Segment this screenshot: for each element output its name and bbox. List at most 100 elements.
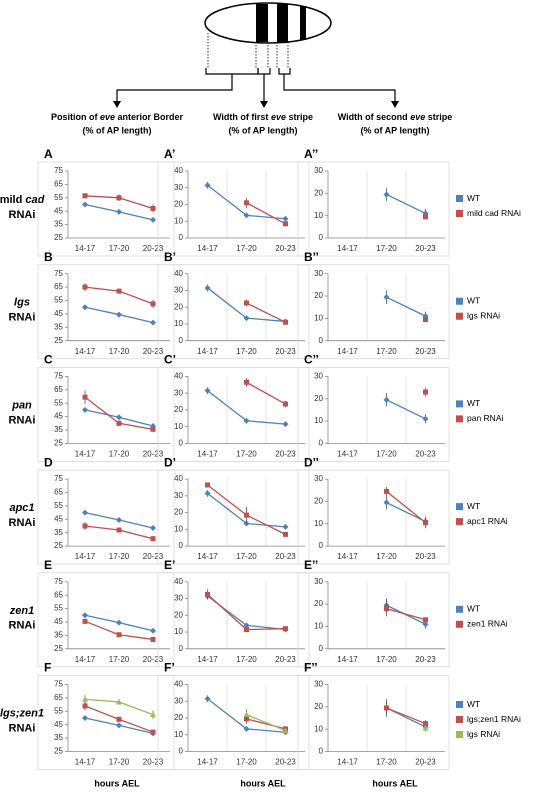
legend-label: WT: [467, 699, 480, 709]
y-tick-label: 10: [314, 211, 323, 220]
y-tick-label: 10: [314, 724, 323, 733]
series-line: [246, 302, 286, 323]
marker: [82, 715, 88, 721]
legend-swatch: [456, 620, 463, 628]
marker: [384, 606, 389, 612]
x-tick-label: 20-23: [275, 552, 296, 561]
y-tick-label: 45: [54, 309, 63, 318]
chart-frame: [157, 366, 310, 462]
y-tick-label: 0: [319, 541, 324, 550]
marker: [116, 527, 122, 533]
marker: [82, 406, 88, 413]
x-tick-label: 14-17: [197, 347, 218, 356]
y-tick-label: 20: [314, 394, 323, 403]
marker: [82, 509, 88, 516]
marker: [82, 201, 88, 208]
marker: [116, 722, 122, 729]
marker: [243, 622, 250, 629]
x-tick-label: 14-17: [75, 552, 96, 561]
x-axis-label: hours AEL: [240, 778, 286, 788]
chart-frame: [157, 469, 310, 565]
chart-frame: [297, 161, 450, 257]
y-tick-label: 55: [54, 398, 63, 407]
chart-frame: [37, 675, 175, 770]
marker: [82, 523, 88, 529]
marker: [423, 389, 428, 395]
marker: [423, 316, 428, 322]
marker: [383, 294, 390, 301]
x-tick-label: 17-20: [236, 655, 257, 664]
y-tick-label: 0: [319, 336, 324, 345]
row-label-rnai: RNAi: [9, 312, 36, 324]
series-line: [386, 193, 426, 215]
row-label-rnai: RNAi: [9, 209, 36, 221]
marker: [244, 200, 249, 206]
y-tick-label: 65: [54, 693, 63, 702]
marker: [116, 619, 122, 626]
chart-frame: [37, 161, 175, 257]
y-tick-label: 35: [54, 631, 63, 640]
column-subtitle: (% of AP length): [229, 125, 298, 135]
marker: [150, 301, 156, 307]
y-tick-label: 0: [319, 644, 324, 653]
series-line: [386, 490, 426, 524]
marker: [423, 617, 428, 623]
x-tick-label: 20-23: [415, 347, 436, 356]
series-line: [386, 296, 426, 317]
title-part: Width of second: [338, 112, 410, 122]
x-tick-label: 14-17: [337, 552, 358, 561]
y-tick-label: 25: [54, 233, 63, 242]
x-tick-label: 17-20: [236, 244, 257, 253]
y-tick-label: 0: [179, 747, 184, 756]
marker: [150, 729, 156, 735]
row-label-rnai: RNAi: [9, 620, 36, 632]
x-tick-label: 14-17: [337, 244, 358, 253]
marker: [383, 396, 390, 403]
x-tick-label: 14-17: [197, 450, 218, 459]
marker: [244, 300, 249, 306]
x-tick-label: 17-20: [376, 450, 397, 459]
marker: [82, 618, 88, 624]
title-part: Position of: [51, 112, 100, 122]
y-tick-label: 40: [174, 166, 183, 175]
x-tick-label: 20-23: [415, 450, 436, 459]
x-tick-label: 14-17: [75, 244, 96, 253]
y-tick-label: 30: [314, 166, 323, 175]
x-tick-label: 14-17: [197, 758, 218, 767]
panel-letter: A’’: [304, 147, 318, 161]
title-part: eve: [271, 112, 286, 122]
marker: [422, 725, 429, 731]
marker: [423, 721, 428, 727]
x-tick-label: 17-20: [236, 552, 257, 561]
x-tick-label: 20-23: [143, 450, 164, 459]
panel-letter: D’: [164, 455, 176, 469]
y-tick-label: 10: [174, 730, 183, 739]
x-tick-label: 20-23: [415, 758, 436, 767]
x-tick-label: 20-23: [143, 758, 164, 767]
x-tick-label: 20-23: [275, 450, 296, 459]
panel-letter: E: [44, 558, 52, 572]
y-tick-label: 65: [54, 590, 63, 599]
y-tick-label: 0: [319, 747, 324, 756]
y-tick-label: 20: [174, 405, 183, 414]
x-tick-label: 14-17: [337, 758, 358, 767]
y-tick-label: 30: [174, 491, 183, 500]
y-tick-label: 45: [54, 514, 63, 523]
legend-label: WT: [467, 398, 480, 408]
x-tick-label: 17-20: [376, 347, 397, 356]
y-tick-label: 55: [54, 193, 63, 202]
marker: [205, 591, 210, 597]
x-tick-label: 20-23: [415, 552, 436, 561]
chart-frame: [297, 264, 450, 360]
panel-letter: A’: [164, 147, 175, 161]
row-label-part: lgs: [14, 297, 30, 309]
x-tick-label: 14-17: [75, 450, 96, 459]
legend-swatch: [456, 210, 463, 217]
marker: [116, 288, 122, 294]
marker: [282, 727, 289, 734]
y-tick-label: 0: [179, 336, 184, 345]
marker: [116, 420, 122, 426]
y-tick-label: 55: [54, 501, 63, 510]
x-tick-label: 17-20: [376, 552, 397, 561]
chart-frame: [157, 572, 310, 668]
